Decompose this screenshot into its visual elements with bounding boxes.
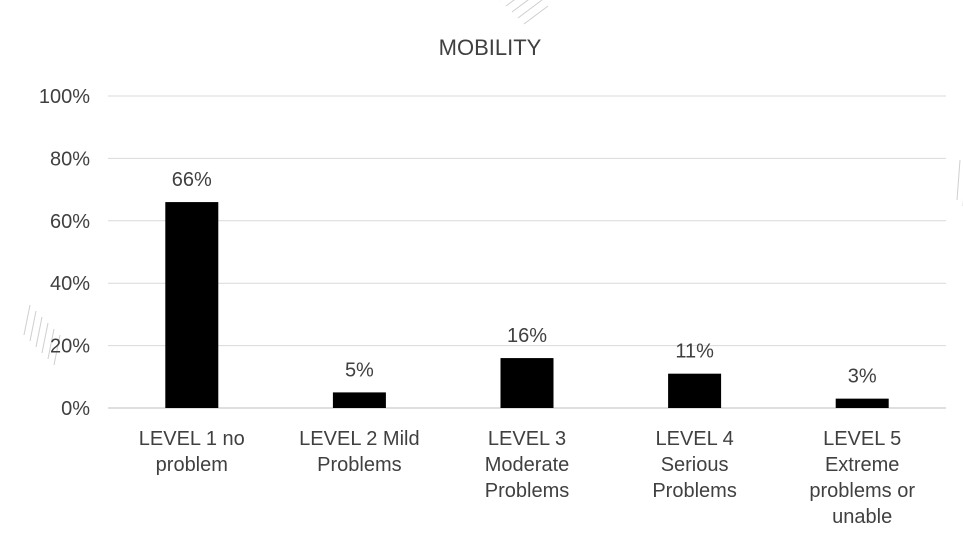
bar — [332, 392, 386, 408]
y-tick-label: 100% — [39, 86, 90, 108]
x-category-label-line: problems or — [809, 480, 915, 502]
background-hatch-line — [956, 159, 961, 201]
x-category-label-line: LEVEL 4 — [655, 428, 733, 450]
y-tick-label: 60% — [50, 211, 90, 233]
background-hatch-line — [53, 334, 61, 366]
bars — [165, 202, 889, 408]
bar — [500, 358, 554, 408]
bar-data-label: 3% — [848, 366, 877, 388]
chart-title: MOBILITY — [439, 35, 542, 60]
x-category-label: LEVEL 4 Serious Problems — [652, 428, 736, 502]
x-category-label-line: problem — [156, 454, 228, 476]
x-category-label-line: LEVEL 3 — [488, 428, 566, 450]
x-category-label-line: Serious — [661, 454, 729, 476]
background-hatch-line — [23, 304, 31, 336]
x-category-label-line: LEVEL 5 — [823, 428, 901, 450]
bar-data-label: 16% — [507, 325, 547, 347]
x-category-label: LEVEL 2 Mild Problems — [299, 428, 419, 476]
background-hatch-line — [511, 0, 529, 13]
background-hatch-pattern — [23, 0, 963, 366]
bar-data-label: 11% — [675, 341, 714, 363]
bar — [165, 202, 219, 408]
y-tick-label: 80% — [50, 148, 90, 170]
background-hatch-line — [47, 328, 55, 360]
gridlines — [108, 95, 946, 409]
bar — [835, 398, 889, 408]
background-hatch-line — [35, 316, 43, 348]
x-category-label-line: Problems — [485, 480, 569, 502]
background-hatch-line — [29, 310, 37, 342]
x-category-label-line: LEVEL 2 Mild — [299, 428, 419, 450]
x-category-label-line: unable — [832, 506, 892, 528]
x-category-label-line: Extreme — [825, 454, 899, 476]
y-tick-label: 0% — [61, 398, 90, 420]
background-hatch-line — [41, 322, 49, 354]
y-tick-label: 20% — [50, 336, 90, 358]
bar-data-labels: 66% 5% 16% 11% 3% — [172, 169, 877, 388]
y-axis-tick-labels: 0% 20% 40% 60% 80% 100% — [39, 86, 90, 420]
background-hatch-line — [523, 5, 549, 25]
x-category-label: LEVEL 5 Extreme problems or unable — [809, 428, 915, 528]
x-category-label: LEVEL 3 Moderate Problems — [485, 428, 570, 502]
x-category-label-line: LEVEL 1 no — [139, 428, 245, 450]
background-hatch-line — [517, 0, 543, 19]
bar-data-label: 5% — [345, 359, 374, 381]
y-tick-label: 40% — [50, 273, 90, 295]
x-category-label-line: Problems — [652, 480, 736, 502]
x-category-label-line: Problems — [317, 454, 401, 476]
bar-data-label: 66% — [172, 169, 212, 191]
background-hatch-line — [505, 0, 515, 7]
x-category-label: LEVEL 1 no problem — [139, 428, 245, 476]
bar — [668, 373, 722, 408]
x-category-label-line: Moderate — [485, 454, 570, 476]
